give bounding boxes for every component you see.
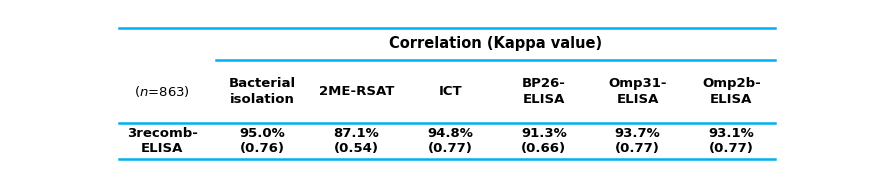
- Text: 95.0%
(0.76): 95.0% (0.76): [240, 127, 285, 155]
- Text: 87.1%
(0.54): 87.1% (0.54): [333, 127, 379, 155]
- Text: 91.3%
(0.66): 91.3% (0.66): [521, 127, 567, 155]
- Text: Omp2b-
ELISA: Omp2b- ELISA: [702, 77, 760, 105]
- Text: ($\it{n}$=863): ($\it{n}$=863): [134, 84, 190, 99]
- Text: BP26-
ELISA: BP26- ELISA: [522, 77, 566, 105]
- Text: Correlation (Kappa value): Correlation (Kappa value): [389, 36, 602, 51]
- Text: 93.7%
(0.77): 93.7% (0.77): [615, 127, 660, 155]
- Text: Bacterial
isolation: Bacterial isolation: [229, 77, 296, 105]
- Text: 3recomb-
ELISA: 3recomb- ELISA: [127, 127, 198, 155]
- Text: 93.1%
(0.77): 93.1% (0.77): [708, 127, 754, 155]
- Text: ICT: ICT: [439, 85, 462, 98]
- Text: Omp31-
ELISA: Omp31- ELISA: [609, 77, 667, 105]
- Text: 94.8%
(0.77): 94.8% (0.77): [427, 127, 473, 155]
- Text: 2ME-RSAT: 2ME-RSAT: [318, 85, 394, 98]
